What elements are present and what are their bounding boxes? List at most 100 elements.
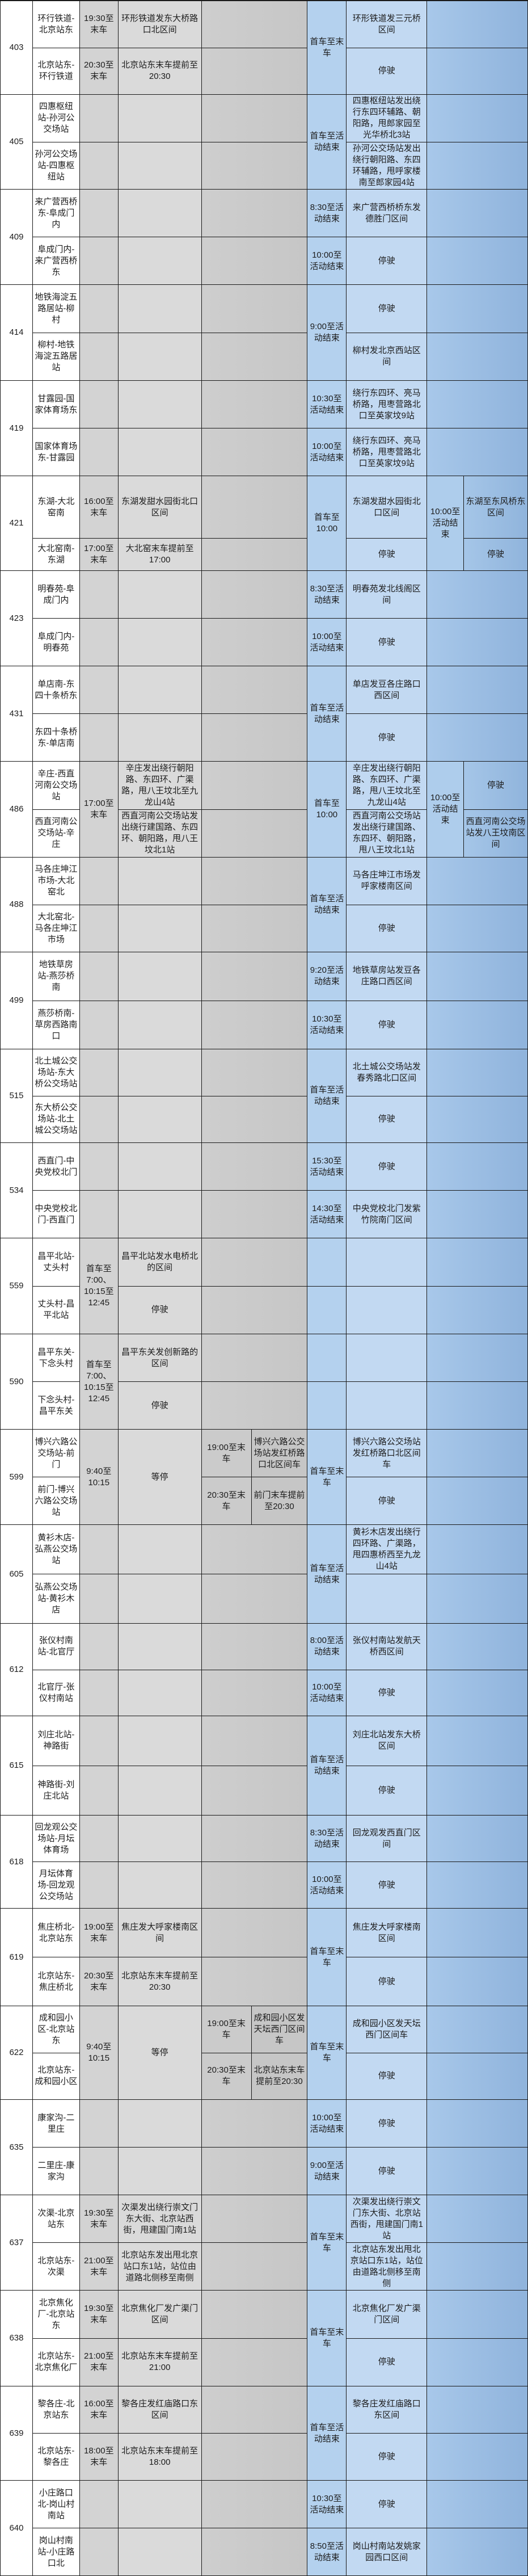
extra-cell	[201, 571, 308, 666]
route-number-cell: 515	[1, 1049, 33, 1143]
direction-cell-text: 北京焦化厂-北京站东	[32, 2291, 79, 2339]
weekday-detail-cell-text	[118, 1096, 201, 1143]
route-number-cell-text: 635	[1, 2100, 32, 2195]
right-extra-cell-text	[427, 571, 527, 619]
weekday-detail-cell-text	[118, 1716, 201, 1766]
weekday-time-cell-text	[79, 1049, 118, 1096]
event-detail-cell: 绕行东四环、亮马桥路，甩枣营路北口至英家坟9站 绕行东四环、亮马桥路，甩枣营路北口…	[347, 381, 428, 476]
route-row-612: 612 张仪村南站-北官厅 北官厅-张仪村南站 8:00至活动结束 10:00至活动结束…	[1, 1624, 528, 1716]
route-number-cell: 405	[1, 95, 33, 190]
right-extra-cell-text	[427, 1191, 527, 1238]
direction-cell-text: 来广营西桥东-阜成门内	[32, 190, 79, 237]
weekday-time-cell: 首车至7:00、10:15至12:45	[79, 1334, 119, 1430]
event-detail-cell: 停驶 柳村发北京西站区间	[347, 285, 428, 381]
event-time-cell: 首车至活动结束	[307, 1525, 347, 1624]
weekday-detail-cell	[118, 285, 202, 381]
weekday-detail-cell: 等停	[118, 1430, 202, 1525]
weekday-time-cell: 19:30至末车 21:00至末车	[79, 2195, 119, 2291]
event-time-cell-text	[307, 1238, 347, 1287]
event-time-cell: 首车至活动结束	[307, 666, 347, 762]
event-time-cell: 8:30至活动结束 10:00至活动结束	[307, 1816, 347, 1909]
direction-cell: 北京焦化厂-北京站东 北京站东-北京焦化厂	[32, 2291, 80, 2386]
direction-cell-text: 明春苑-阜成门内	[32, 571, 79, 619]
weekday-detail-cell-text: 昌平北站发水电桥北的区间	[118, 1238, 201, 1287]
extra-cell-text	[201, 1525, 307, 1574]
route-number-cell: 599	[1, 1430, 33, 1525]
weekday-time-cell-text	[79, 1624, 118, 1670]
weekday-detail-cell-text	[118, 1670, 201, 1716]
direction-cell: 东湖-大北窑南 大北窑南-东湖	[32, 476, 80, 571]
weekday-time-cell-text	[79, 142, 118, 190]
weekday-time-cell-text	[79, 1096, 118, 1143]
event-detail-cell-text: 明春苑发北线阁区间	[347, 571, 427, 619]
direction-cell-text: 单店南-东四十条桥东	[32, 666, 79, 714]
direction-cell: 环行铁道-北京站东 北京站东-环行铁道	[32, 1, 80, 95]
weekday-time-cell: 9:40至10:15	[79, 1430, 119, 1525]
route-row-423: 423 明春苑-阜成门内 阜成门内-明春苑 8:30至活动结束 10:00至活动结束 明春…	[1, 571, 528, 666]
weekday-time-cell-text	[79, 2528, 118, 2576]
weekday-time-cell-text: 21:00至末车	[79, 2338, 118, 2386]
event-time-cell: 首车至活动结束	[307, 95, 347, 190]
weekday-time-cell	[79, 952, 119, 1049]
direction-cell: 博兴六路公交场站-前门 前门-博兴六路公交场站	[32, 1430, 80, 1525]
weekday-detail-cell-text: 北京站东发出甩北京站口东1站，站位由道路北侧移至南侧	[118, 2243, 201, 2291]
weekday-time-cell-text	[79, 285, 118, 333]
event-detail-cell-text: 停驶	[347, 2481, 427, 2528]
event-time-cell-text: 首车至10:00	[307, 476, 347, 571]
event-detail-cell-text: 地铁草房站发豆各庄路口西区间	[347, 952, 427, 1001]
event-detail-cell-text: 黎各庄发红庙路口东区间	[347, 2386, 427, 2434]
event-detail-cell-text: 停驶	[347, 539, 427, 571]
right-extra-cell-text	[427, 381, 527, 428]
weekday-time-cell-text	[79, 1525, 118, 1574]
direction-cell-text: 张仪村南站-北官厅	[32, 1624, 79, 1670]
route-number-cell-text: 409	[1, 190, 32, 285]
weekday-detail-cell-text	[118, 1525, 201, 1574]
weekday-time-cell: 9:40至10:15	[79, 2006, 119, 2100]
direction-cell: 回龙观公交场站-月坛体育场 月坛体育场-回龙观公交场站	[32, 1816, 80, 1909]
right-extra-cell-text	[427, 95, 527, 142]
direction-cell: 明春苑-阜成门内 阜成门内-明春苑	[32, 571, 80, 666]
extra-cell	[201, 2195, 308, 2291]
event-detail-cell-text: 西直河南公交场站发出绕行建国路、东四环、朝阳路，甩八王坟北1站	[347, 809, 427, 858]
weekday-detail-cell-text: 北京站东末车提前至21:00	[118, 2338, 201, 2386]
weekday-detail-cell-text	[118, 190, 201, 237]
weekday-detail-cell-text	[118, 333, 201, 381]
weekday-detail-cell: 环形铁道发东大桥路口北区间 北京站东末车提前至20:30	[118, 1, 202, 95]
right-extra-cell-text	[427, 2434, 527, 2481]
event-detail-cell-text: 绕行东四环、亮马桥路，甩枣营路北口至英家坟9站	[347, 428, 427, 476]
right-extra-cell-text	[427, 858, 527, 905]
weekday-detail-cell-text: 等停	[118, 1430, 201, 1525]
event-detail-cell: 成和园小区发天坛西门区间车 停驶	[347, 2006, 428, 2100]
event-detail-cell: 焦庄发大呼家楼南区间 停驶	[347, 1909, 428, 2006]
right-extra-cell	[427, 1334, 528, 1430]
late-detail-cell: 东湖至东风桥东区间 停驶	[464, 476, 528, 571]
weekday-time-cell-text: 20:30至末车	[79, 1957, 118, 2006]
right-extra-cell-text	[427, 1862, 527, 1909]
direction-cell-text: 孙河公交场站-四惠枢纽站	[32, 142, 79, 190]
weekday-time-cell-text: 首车至7:00、10:15至12:45	[79, 1334, 118, 1430]
event-detail-cell-text: 北京站东发出甩北京站口东1站，站位由道路北侧移至南侧	[347, 2243, 427, 2291]
weekday-time-cell-text	[79, 714, 118, 762]
weekday-time-cell-text	[79, 1143, 118, 1191]
route-number-cell: 431	[1, 666, 33, 762]
route-number-cell: 612	[1, 1624, 33, 1716]
extra-cell-text	[201, 1286, 307, 1334]
weekday-detail-cell: 昌平东关发创新路的区间 停驶	[118, 1334, 202, 1430]
event-time-cell: 9:00至活动结束	[307, 285, 347, 381]
weekday-detail-cell	[118, 95, 202, 190]
right-extra-cell-text	[427, 1670, 527, 1716]
weekday-time-cell-text	[79, 190, 118, 237]
event-detail-cell-text: 岗山村南站发姚家园西口区间	[347, 2528, 427, 2576]
weekday-detail-cell-text: 北京站东末车提前至20:30	[118, 48, 201, 95]
extra-cell	[201, 1525, 308, 1624]
right-extra-cell	[427, 2006, 528, 2100]
late-time-cell-text: 10:00至活动结束	[427, 762, 464, 858]
weekday-detail-cell	[118, 858, 202, 952]
direction-cell-text: 神路街-刘庄北站	[32, 1766, 79, 1816]
route-number-cell: 640	[1, 2481, 33, 2576]
weekday-time-cell	[79, 666, 119, 762]
event-detail-cell-text: 停驶	[347, 2053, 427, 2100]
event-detail-cell-text: 停驶	[347, 1766, 427, 1816]
weekday-time-cell-text: 19:30至末车	[79, 2291, 118, 2339]
event-detail-cell-text: 柳村发北京西站区间	[347, 333, 427, 381]
